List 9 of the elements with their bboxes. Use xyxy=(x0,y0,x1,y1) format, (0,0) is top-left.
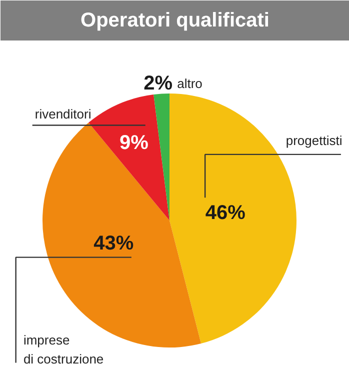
slice-label: progettisti xyxy=(286,132,342,148)
data-label: 46% xyxy=(205,202,246,224)
data-label: 2% xyxy=(144,72,173,94)
chart-title: Operatori qualificati xyxy=(80,10,270,32)
slice-label: rivenditori xyxy=(34,106,92,122)
data-label: 9% xyxy=(119,132,149,154)
slice-label: imprese di costruzione xyxy=(23,332,104,366)
data-label: 43% xyxy=(94,232,134,254)
slice-label: altro xyxy=(177,76,202,91)
